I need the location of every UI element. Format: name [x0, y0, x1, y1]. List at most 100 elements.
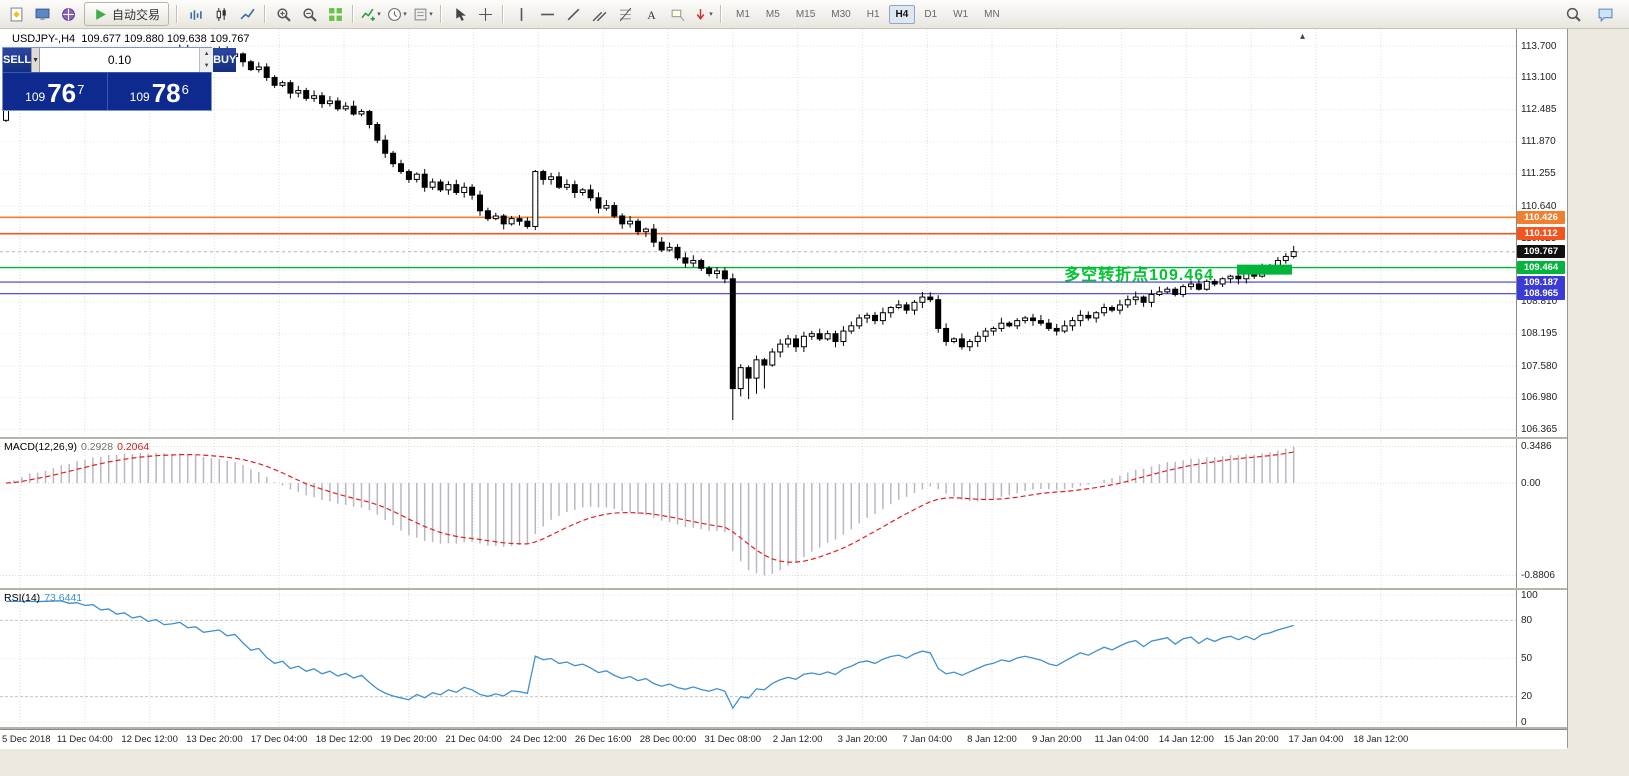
panel-collapse-icon[interactable]: ▴	[1300, 31, 1306, 42]
sell-price-sup: 7	[77, 82, 85, 97]
zoom-in-icon[interactable]	[271, 3, 295, 25]
timeframe-button-m5[interactable]: M5	[765, 8, 780, 20]
volume-decrease-button[interactable]: ▼	[200, 60, 214, 72]
label-icon[interactable]	[665, 3, 689, 25]
rsi-value: 73.6441	[44, 592, 83, 604]
autotrade-button[interactable]: 自动交易	[84, 2, 170, 26]
price-axis-label: 111.870	[1521, 136, 1556, 148]
date-label: 26 Dec 16:00	[574, 734, 632, 745]
tile-windows-icon[interactable]	[323, 3, 347, 25]
cursor-icon[interactable]	[447, 3, 471, 25]
candles-icon[interactable]	[209, 3, 233, 25]
price-axis-label: 106.365	[1521, 424, 1558, 436]
price-axis-label: 113.700	[1521, 40, 1557, 52]
date-label: 31 Dec 08:00	[704, 734, 762, 745]
fibonacci-icon[interactable]	[613, 3, 637, 25]
date-label: 15 Jan 20:00	[1223, 734, 1279, 745]
price-axis-label: 113.100	[1521, 71, 1557, 83]
charts-icon[interactable]	[30, 3, 54, 25]
macd-params-label: MACD(12,26,9)	[4, 441, 77, 453]
search-icon[interactable]	[1561, 3, 1585, 25]
buy-price-prefix: 109	[129, 90, 150, 104]
macd-signal-line	[5, 451, 1294, 563]
timeframe-button-m15[interactable]: M15	[795, 8, 816, 20]
panel-divider	[0, 727, 1567, 729]
periods-icon[interactable]: ▾	[385, 3, 409, 25]
rsi-axis-label: 50	[1521, 653, 1533, 664]
turning-point-annotation: 多空转折点109.464	[1064, 267, 1214, 284]
timeframe-button-mn[interactable]: MN	[984, 8, 1000, 20]
timeframe-button-d1[interactable]: D1	[924, 8, 938, 20]
panel-divider[interactable]	[0, 437, 1567, 439]
new-order-icon[interactable]	[4, 3, 28, 25]
trade-prices-row: 109 76 7 109 78 6	[3, 72, 211, 110]
price-tag: 110.112	[1517, 227, 1565, 241]
price-axis-label: 108.195	[1521, 328, 1558, 340]
order-type-dropdown-icon[interactable]: ▼	[31, 48, 41, 72]
channel-icon[interactable]	[587, 3, 611, 25]
date-label: 21 Dec 04:00	[445, 734, 502, 745]
price-axis-border	[1516, 29, 1517, 729]
volume-input[interactable]	[40, 48, 200, 72]
toolbar-right-group	[1560, 3, 1626, 25]
trade-controls-row: SELL ▼ ▲ ▼ BUY	[3, 48, 237, 72]
volume-increase-button[interactable]: ▲	[200, 48, 214, 60]
panel-divider[interactable]	[0, 588, 1567, 590]
chat-icon[interactable]	[1593, 3, 1617, 25]
rsi-label: RSI(14) 73.6441	[4, 592, 82, 604]
svg-text:A: A	[647, 8, 656, 21]
toolbar-separator	[264, 5, 267, 23]
toolbar-separator	[720, 5, 723, 23]
date-label: 5 Dec 2018	[2, 734, 51, 745]
date-label: 18 Jan 12:00	[1353, 734, 1409, 745]
timeframe-button-w1[interactable]: W1	[953, 8, 969, 20]
horizontal-line-icon[interactable]	[535, 3, 559, 25]
indicators-icon[interactable]: ▾	[359, 3, 383, 25]
date-label: 17 Dec 04:00	[250, 734, 308, 745]
date-label: 28 Dec 00:00	[639, 734, 697, 745]
sell-price-prefix: 109	[25, 90, 46, 104]
trendline-icon[interactable]	[561, 3, 585, 25]
chart-window: USDJPY-,H4 109.677 109.880 109.638 109.7…	[0, 29, 1568, 749]
buy-button[interactable]: BUY	[213, 48, 237, 72]
date-label: 11 Jan 04:00	[1094, 734, 1149, 745]
date-label: 14 Jan 12:00	[1158, 734, 1214, 745]
price-axis-label: 108.810	[1521, 296, 1558, 308]
text-icon[interactable]: A	[639, 3, 663, 25]
macd-axis-label: 0.3486	[1521, 440, 1552, 452]
templates-icon[interactable]: ▾	[411, 3, 435, 25]
vertical-line-icon[interactable]	[509, 3, 533, 25]
bars-icon[interactable]	[183, 3, 207, 25]
rsi-axis-label: 20	[1521, 691, 1533, 703]
grid-layer	[0, 29, 1516, 727]
buy-price-button[interactable]: 109 78 6	[106, 73, 212, 110]
timeframe-button-m30[interactable]: M30	[831, 8, 851, 20]
line-chart-icon[interactable]	[235, 3, 259, 25]
sell-price-button[interactable]: 109 76 7	[3, 73, 107, 110]
chart-canvas[interactable]	[0, 29, 1516, 727]
toolbar-separator	[176, 5, 179, 23]
timeframe-button-m1[interactable]: M1	[736, 8, 750, 20]
price-axis[interactable]: 113.700 113.100 112.485 111.870 111.255 110.6…	[1517, 29, 1567, 729]
time-axis[interactable]: 5 Dec 2018 11 Dec 04:00 12 Dec 12:00 13 Dec…	[0, 729, 1567, 749]
price-axis-label: 107.580	[1521, 360, 1558, 372]
macd-main-value: 0.2928	[80, 441, 114, 453]
macd-axis-label: 0.00	[1521, 477, 1541, 489]
date-label: 7 Jan 04:00	[902, 734, 953, 745]
rsi-axis-label: 100	[1521, 589, 1538, 601]
crosshair-icon[interactable]	[473, 3, 497, 25]
community-icon[interactable]	[56, 3, 80, 25]
timeframe-button-h1[interactable]: H1	[866, 8, 880, 20]
macd-signal-value: 0.2064	[117, 441, 150, 453]
chart-ohlc-header: USDJPY-,H4 109.677 109.880 109.638 109.7…	[12, 33, 250, 45]
level-lines[interactable]	[0, 216, 1516, 295]
zoom-out-icon[interactable]	[297, 3, 321, 25]
price-tag: 108.965	[1517, 287, 1565, 301]
buy-price-sup: 6	[181, 82, 189, 97]
buy-price-big: 78	[151, 78, 181, 108]
price-axis-label: 106.980	[1521, 391, 1558, 403]
timeframe-button-h4[interactable]: H4	[888, 4, 916, 24]
sell-button[interactable]: SELL	[3, 48, 32, 72]
arrows-icon[interactable]: ▾	[691, 3, 715, 25]
date-label: 13 Dec 20:00	[186, 734, 243, 745]
